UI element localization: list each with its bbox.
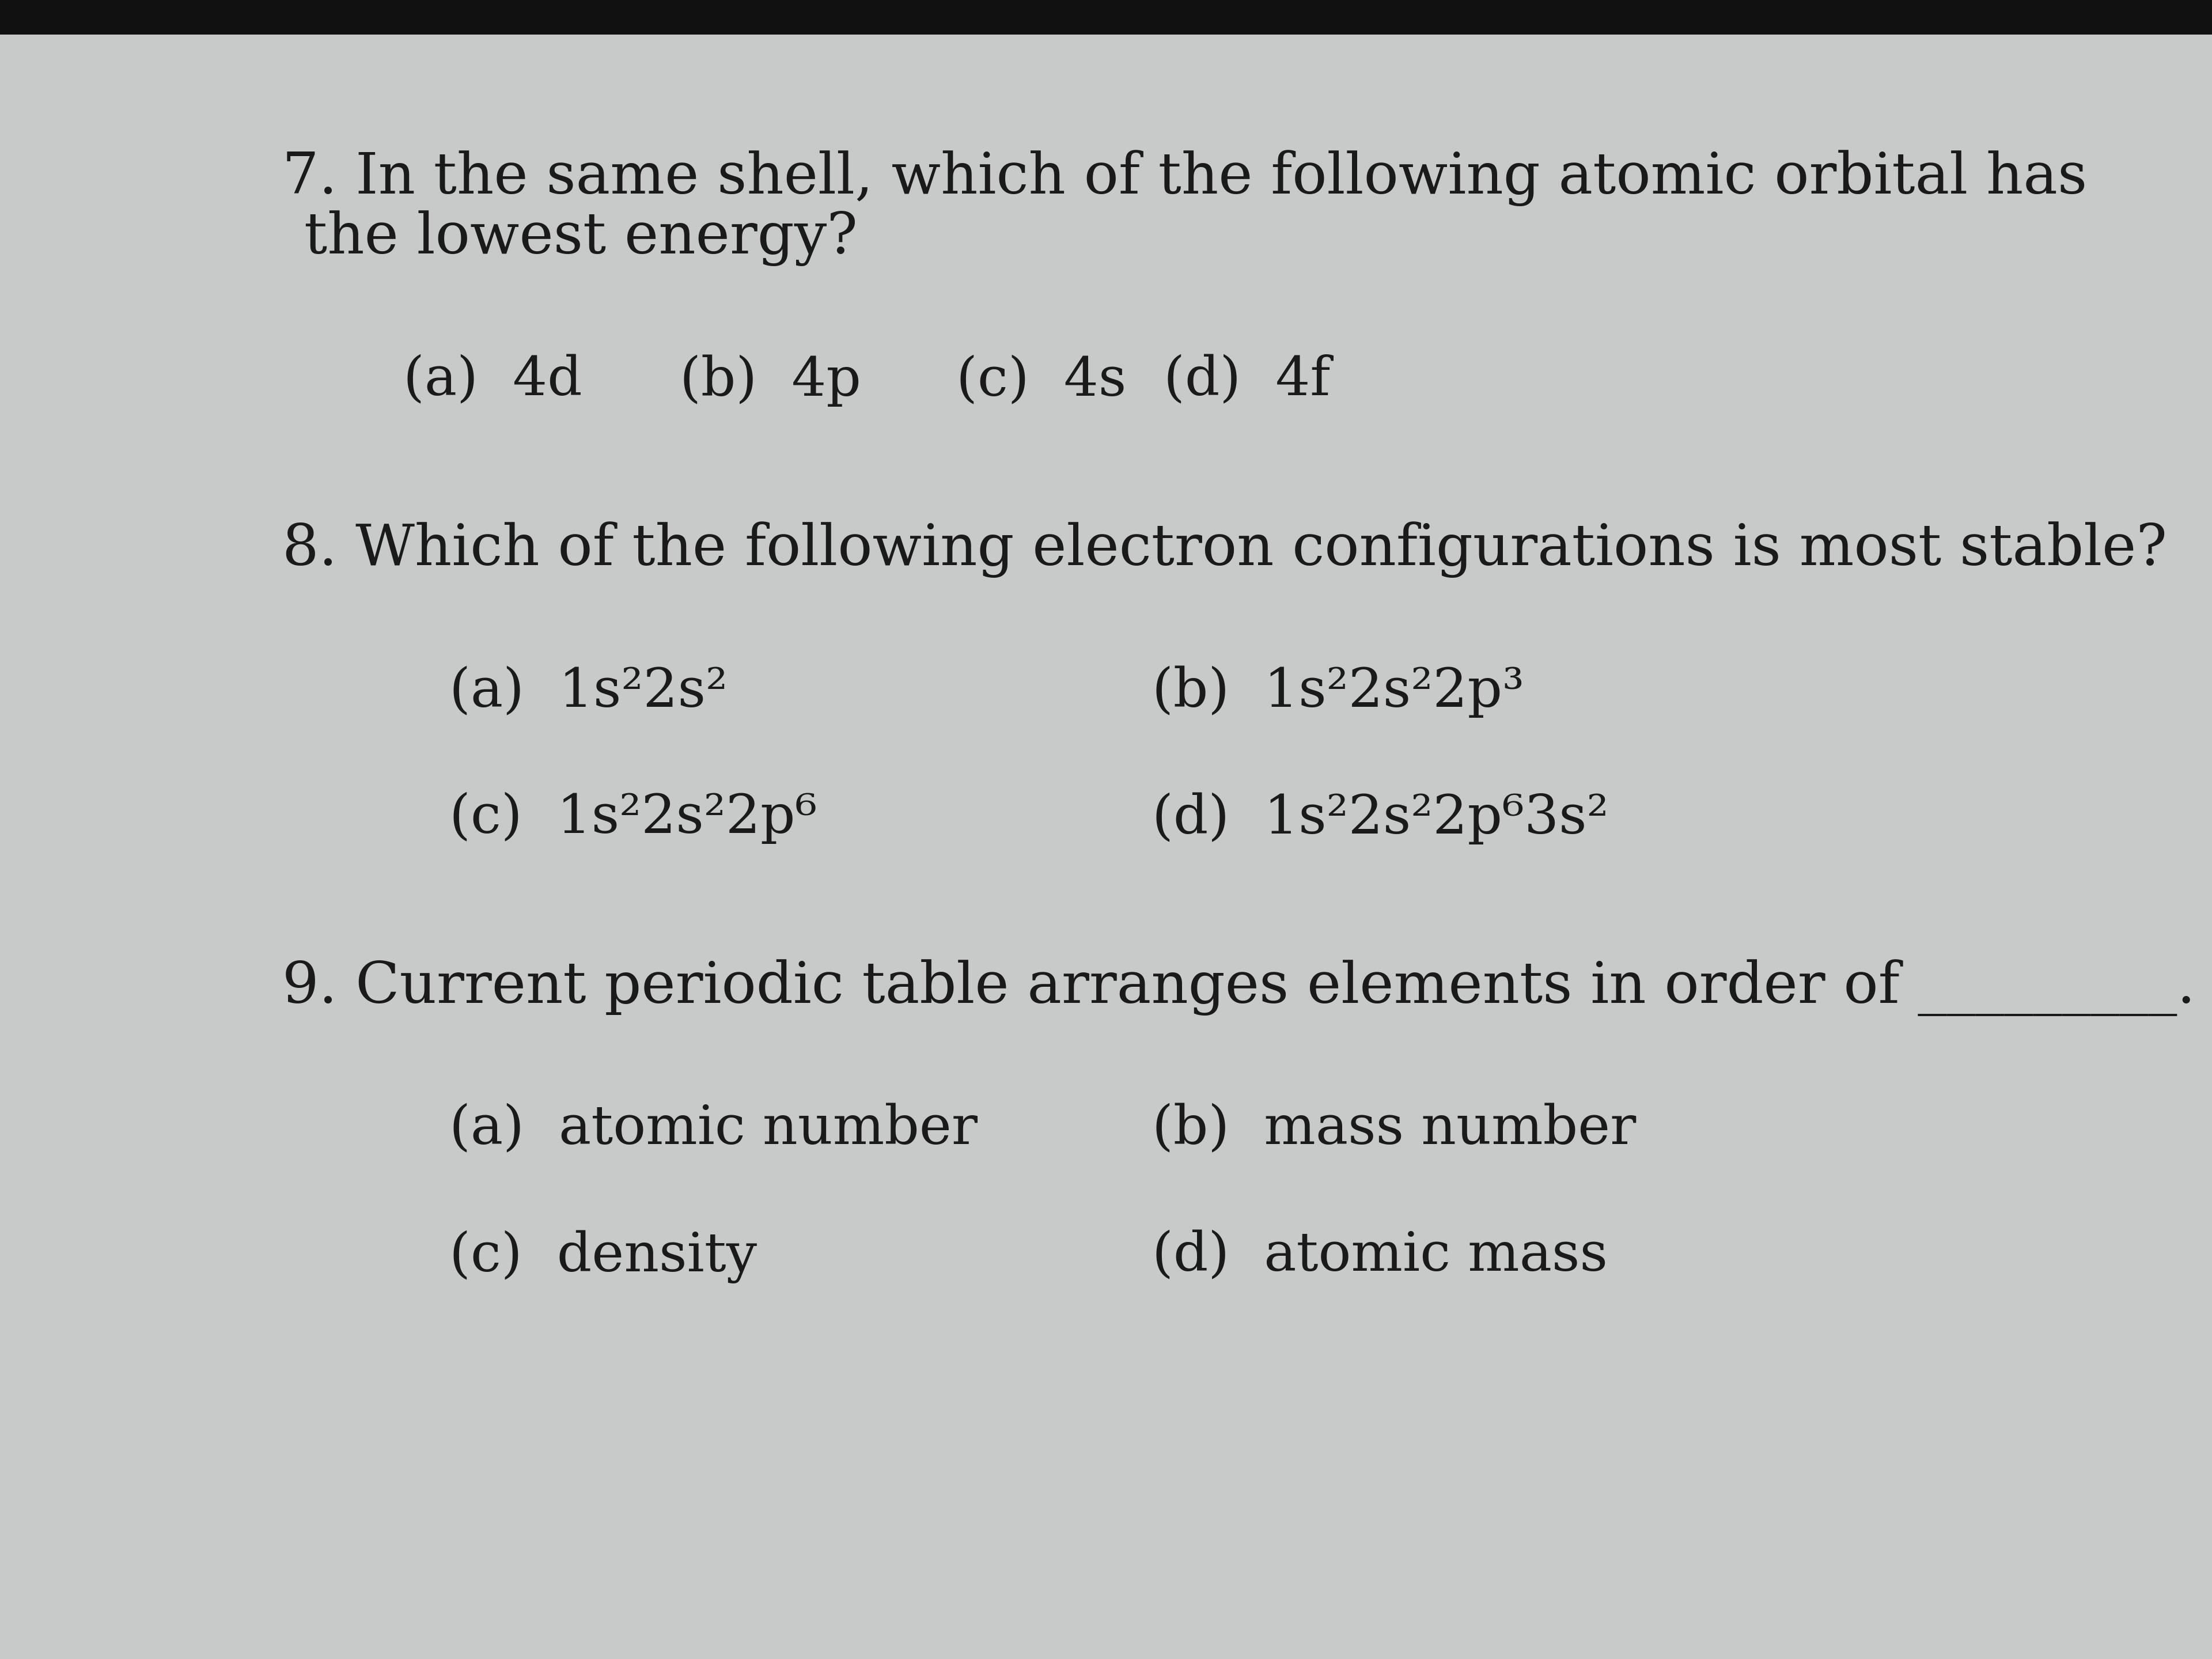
Text: (a)  atomic number: (a) atomic number bbox=[449, 1103, 978, 1155]
Text: (c)  1s²2s²2p⁶: (c) 1s²2s²2p⁶ bbox=[449, 791, 816, 844]
Text: (b)  4p: (b) 4p bbox=[679, 355, 860, 406]
Text: (c)  4s: (c) 4s bbox=[956, 355, 1126, 406]
Text: 7. In the same shell, which of the following atomic orbital has: 7. In the same shell, which of the follo… bbox=[283, 149, 2088, 206]
Text: (b)  mass number: (b) mass number bbox=[1152, 1103, 1637, 1155]
Text: (d)  4f: (d) 4f bbox=[1164, 355, 1329, 406]
Text: (a)  1s²2s²: (a) 1s²2s² bbox=[449, 665, 728, 717]
Text: 9. Current periodic table arranges elements in order of _________.: 9. Current periodic table arranges eleme… bbox=[283, 959, 2194, 1015]
FancyBboxPatch shape bbox=[0, 35, 2212, 1659]
Text: the lowest energy?: the lowest energy? bbox=[305, 211, 858, 265]
Text: (c)  density: (c) density bbox=[449, 1229, 757, 1282]
FancyBboxPatch shape bbox=[0, 0, 2212, 35]
Text: (d)  atomic mass: (d) atomic mass bbox=[1152, 1229, 1608, 1282]
Text: (b)  1s²2s²2p³: (b) 1s²2s²2p³ bbox=[1152, 665, 1524, 717]
Text: (a)  4d: (a) 4d bbox=[403, 355, 582, 406]
Text: 8. Which of the following electron configurations is most stable?: 8. Which of the following electron confi… bbox=[283, 521, 2168, 577]
Text: (d)  1s²2s²2p⁶3s²: (d) 1s²2s²2p⁶3s² bbox=[1152, 791, 1608, 844]
